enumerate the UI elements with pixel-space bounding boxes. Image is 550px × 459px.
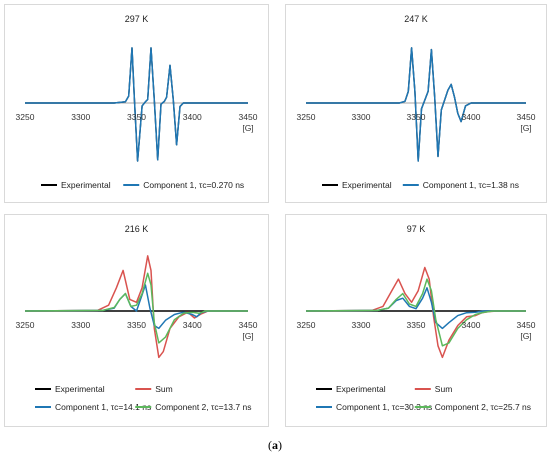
x-tick-label: 3400 xyxy=(183,320,202,330)
legend-label: Component 1, τc=30.3 ns xyxy=(336,402,432,412)
x-tick-label: 3350 xyxy=(407,112,426,122)
epr-chart-216k: 216 K 3250 3300 3350 3400 3450[G] Experimental… xyxy=(16,224,258,412)
x-axis-unit: [G] xyxy=(242,123,253,133)
series-line-component-1-c-1-38-ns xyxy=(306,47,526,162)
legend-label: Component 1, τc=1.38 ns xyxy=(423,180,519,190)
legend-entry-experimental: Experimental xyxy=(41,180,111,190)
chart-title: 97 K xyxy=(407,224,426,234)
x-tick-label: 3400 xyxy=(183,112,202,122)
legend-label: Experimental xyxy=(336,384,386,394)
figure-caption: (a) xyxy=(0,438,550,453)
legend-label: Component 2, τc=25.7 ns xyxy=(435,402,531,412)
chart-title: 297 K xyxy=(125,14,149,24)
legend-entry-sum: Sum xyxy=(135,384,173,394)
legend-entry-sum: Sum xyxy=(414,384,452,394)
panel-97k: 97 K 3250 3300 3350 3400 3450 [G] Experimental S… xyxy=(285,214,547,427)
legend-label: Component 2, τc=13.7 ns xyxy=(155,402,251,412)
x-tick-label: 3350 xyxy=(127,112,146,122)
series-line-component-2-c-13-7-ns xyxy=(24,272,248,344)
legend-entry-component-1-c-0-270-ns: Component 1, τc=0.270 ns xyxy=(123,180,244,190)
legend-entry-component-2-c-25-7-ns: Component 2, τc=25.7 ns xyxy=(414,402,531,412)
epr-chart-97k: 97 K 3250 3300 3350 3400 3450[G] Experimental S… xyxy=(297,224,536,412)
x-tick-label: 3350 xyxy=(407,320,426,330)
legend-entry-component-1-c-1-38-ns: Component 1, τc=1.38 ns xyxy=(402,180,519,190)
series-line-component-1-c-30-3-ns xyxy=(305,287,526,330)
legend-label: Component 1, τc=0.270 ns xyxy=(143,180,244,190)
x-tick-label: 3450 xyxy=(517,320,536,330)
x-tick-label: 3400 xyxy=(462,320,481,330)
legend-label: Experimental xyxy=(61,180,111,190)
x-tick-label: 3350 xyxy=(127,320,146,330)
legend-entry-experimental: Experimental xyxy=(35,384,105,394)
x-tick-label: 3250 xyxy=(297,320,316,330)
series-line-sum xyxy=(24,255,248,359)
x-axis-unit: [G] xyxy=(520,331,531,341)
series-line-sum xyxy=(305,266,526,359)
x-tick-label: 3450 xyxy=(239,112,258,122)
x-tick-label: 3450 xyxy=(517,112,536,122)
x-axis-unit: [G] xyxy=(520,123,531,133)
x-tick-label: 3300 xyxy=(352,320,371,330)
chart-title: 247 K xyxy=(404,14,428,24)
legend-entry-component-2-c-13-7-ns: Component 2, τc=13.7 ns xyxy=(135,402,251,412)
legend-label: Experimental xyxy=(55,384,105,394)
legend-label: Sum xyxy=(155,384,172,394)
epr-chart-247k: 247 K 3250 3300 3350 3400 3450[G] Experimental… xyxy=(297,14,536,190)
series-line-component-2-c-25-7-ns xyxy=(305,278,526,347)
x-tick-label: 3250 xyxy=(297,112,316,122)
epr-chart-297k: 297 K 3250 3300 3350 3400 3450[G] Experimental… xyxy=(16,14,258,190)
x-tick-label: 3450 xyxy=(239,320,258,330)
legend-label: Experimental xyxy=(342,180,392,190)
legend-entry-experimental: Experimental xyxy=(322,180,392,190)
panel-216k: 216 K 3250 3300 3350 3400 3450 [G] Experimental… xyxy=(4,214,269,427)
x-tick-label: 3250 xyxy=(16,112,35,122)
legend-entry-component-1-c-30-3-ns: Component 1, τc=30.3 ns xyxy=(316,402,432,412)
panel-247k: 247 K 3250 3300 3350 3400 3450 [G] Experimental… xyxy=(285,4,547,203)
legend-label: Sum xyxy=(435,384,452,394)
panel-297k: 297 K 3250 3300 3350 3400 3450 [G] Experimental… xyxy=(4,4,269,203)
chart-title: 216 K xyxy=(125,224,149,234)
x-tick-label: 3250 xyxy=(16,320,35,330)
x-axis-unit: [G] xyxy=(242,331,253,341)
caption-letter: a xyxy=(272,438,278,452)
x-tick-label: 3300 xyxy=(71,320,90,330)
legend-entry-component-1-c-14-1-ns: Component 1, τc=14.1 ns xyxy=(35,402,151,412)
caption-open: ( xyxy=(268,438,272,452)
x-tick-label: 3300 xyxy=(352,112,371,122)
x-tick-label: 3400 xyxy=(462,112,481,122)
legend-entry-experimental: Experimental xyxy=(316,384,386,394)
legend-label: Component 1, τc=14.1 ns xyxy=(55,402,151,412)
x-tick-label: 3300 xyxy=(71,112,90,122)
series-line-component-1-c-0-270-ns xyxy=(25,47,248,162)
caption-close: ) xyxy=(278,438,282,452)
